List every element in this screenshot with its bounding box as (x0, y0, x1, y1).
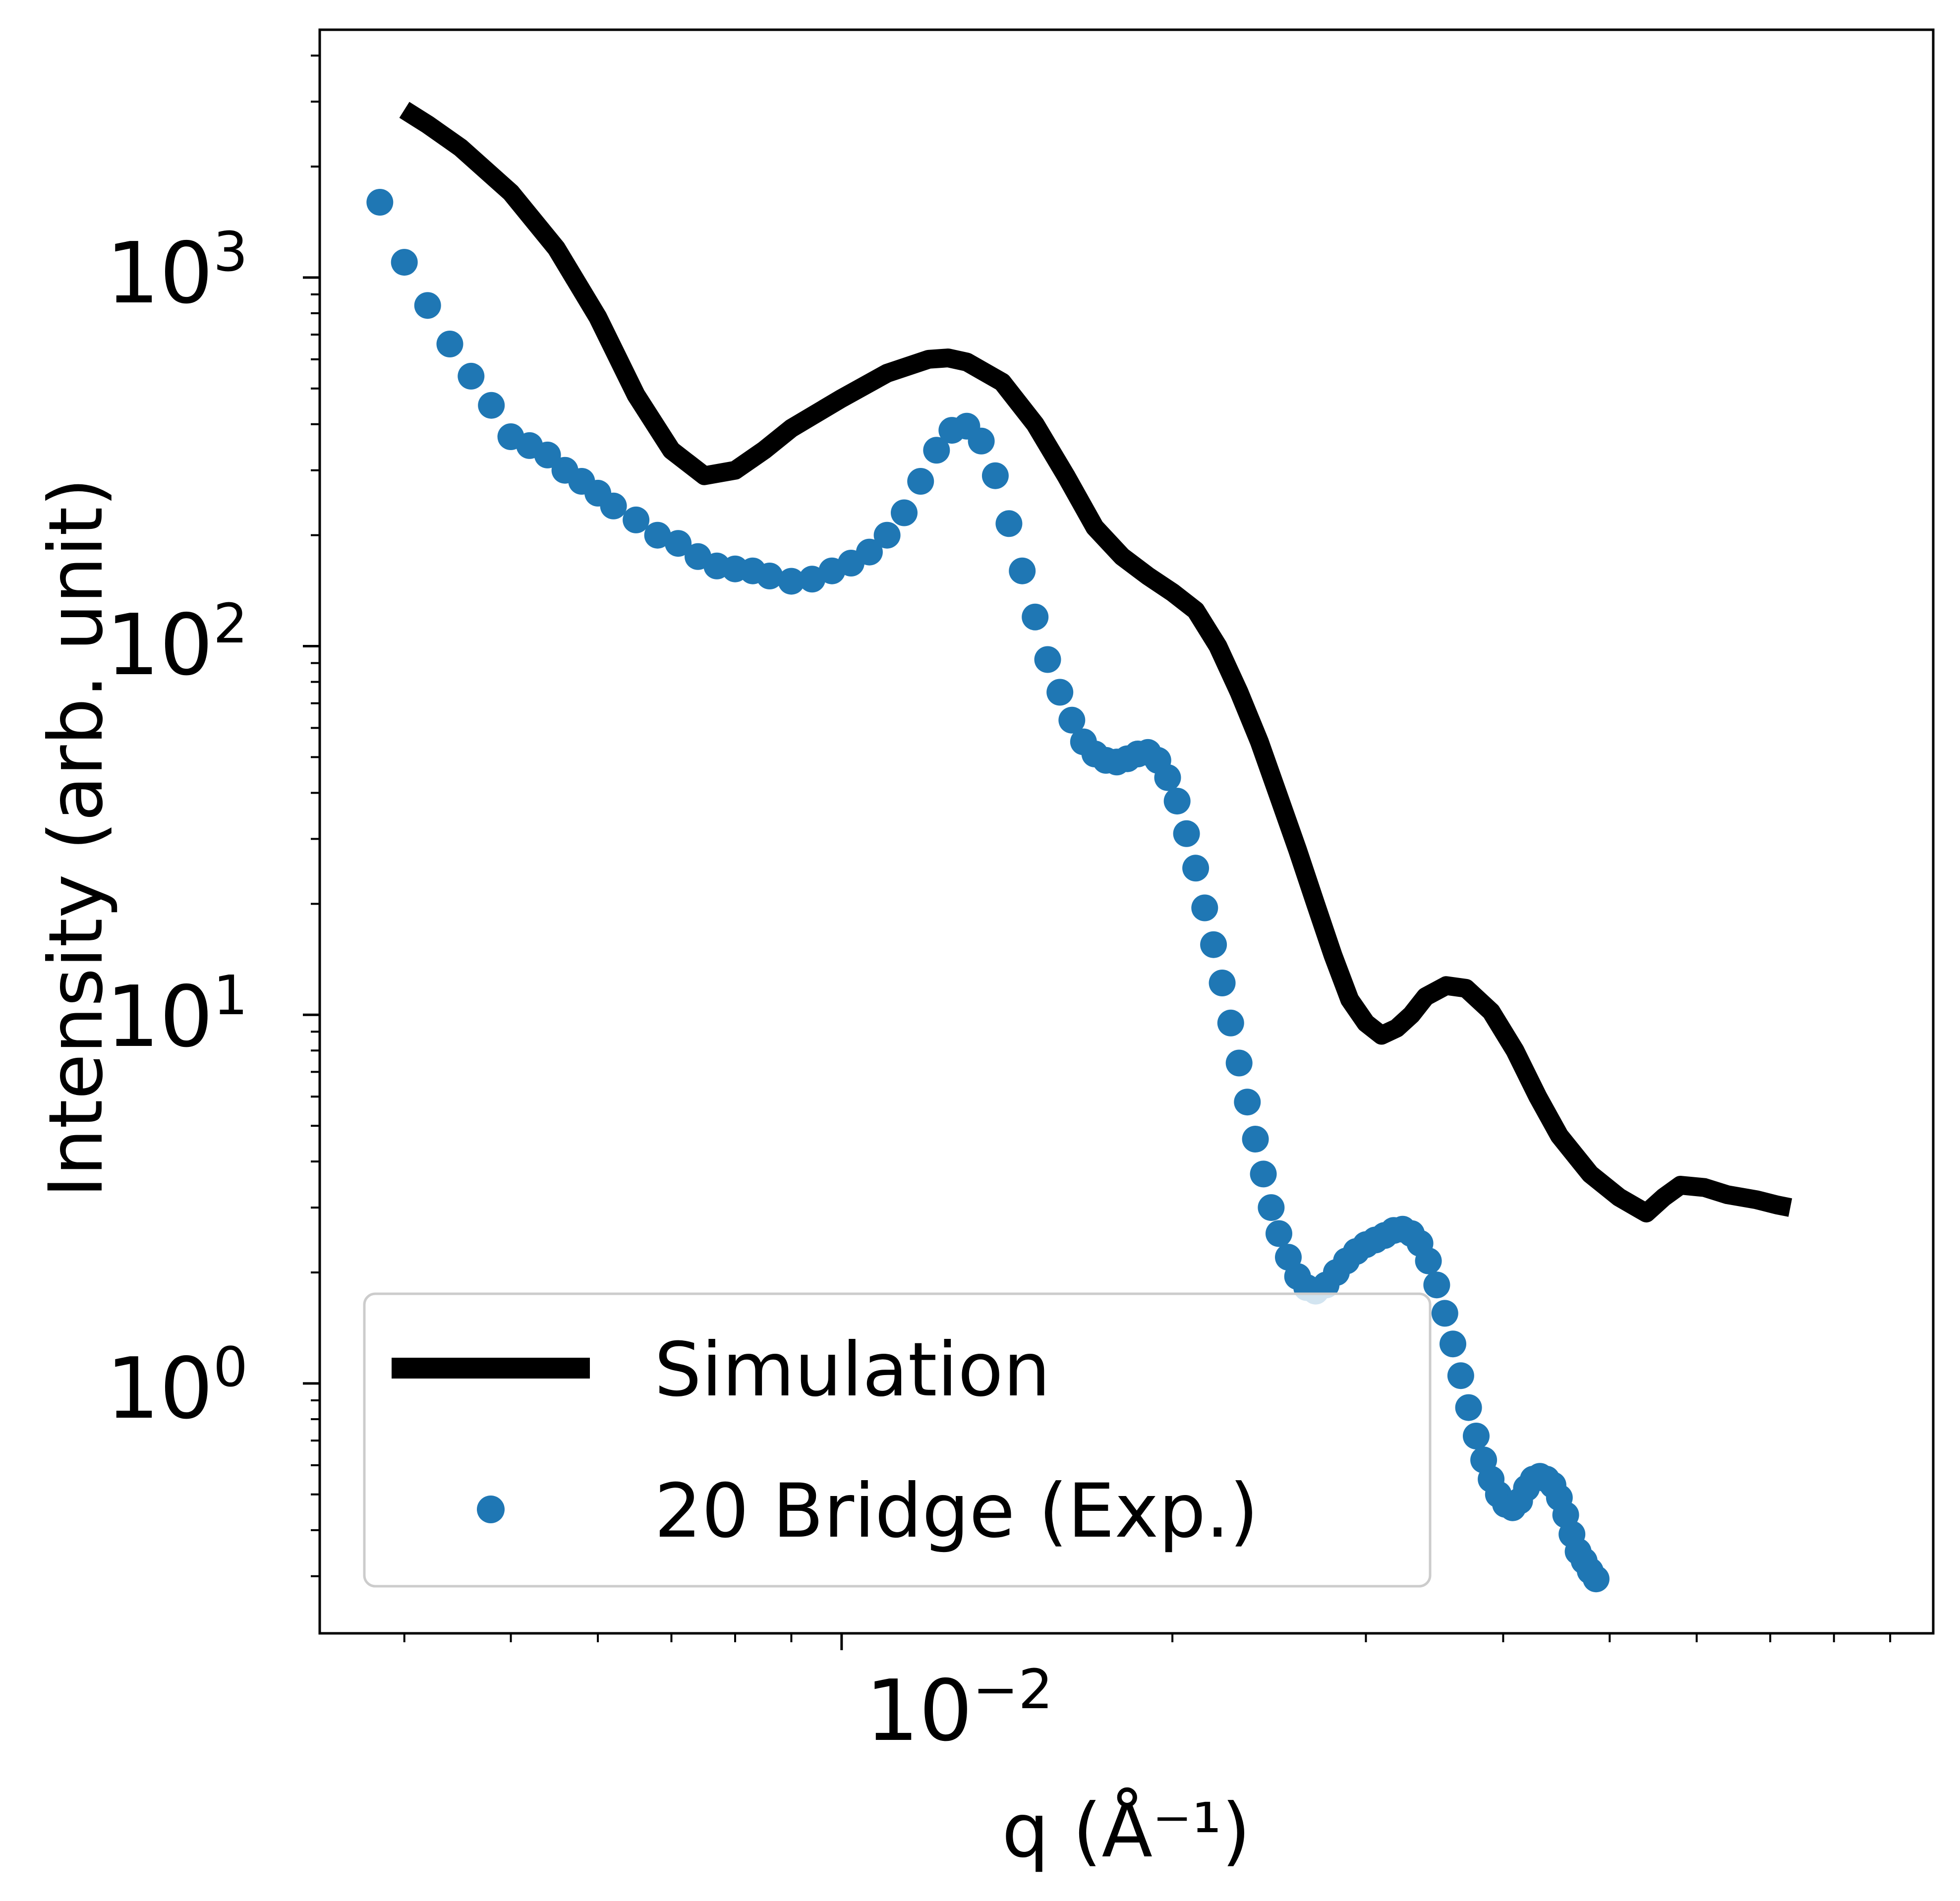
y-tick-label-1e2: 102 (106, 592, 248, 694)
experiment-point (644, 521, 671, 549)
experiment-point (995, 510, 1023, 537)
legend-frame (363, 1292, 1432, 1588)
experiment-point (891, 499, 918, 526)
experiment-point (1582, 1565, 1610, 1593)
experiment-point (391, 249, 418, 276)
experiment-point (534, 441, 561, 468)
experiment-point (1423, 1271, 1450, 1299)
experiment-point (1173, 820, 1200, 847)
y-tick-label-1e0: 100 (106, 1335, 248, 1438)
experiment-point (1431, 1300, 1458, 1327)
experiment-point (923, 437, 950, 464)
experiment-point (1046, 679, 1074, 706)
series-experiment (366, 189, 1610, 1593)
experiment-point (478, 392, 505, 419)
plot-area-frame (318, 28, 1935, 1635)
experiment-point (968, 427, 995, 455)
experiment-point (1440, 1330, 1466, 1358)
experiment-point (1463, 1423, 1490, 1449)
x-axis-label: q (Å⁻¹) (1002, 1787, 1251, 1874)
experiment-point (778, 568, 805, 595)
simulation-line (399, 102, 1792, 1223)
experiment-point (756, 563, 783, 589)
experiment-point (1225, 1049, 1253, 1077)
y-tick-label-1e1: 101 (106, 964, 248, 1066)
experiment-point (436, 331, 463, 357)
experiment-point (665, 530, 692, 557)
series-simulation (399, 102, 1792, 1223)
experiment-point (1455, 1394, 1482, 1421)
legend-simulation-label: Simulation (654, 1327, 1050, 1413)
experiment-point (1058, 706, 1086, 734)
experiment-point (366, 189, 394, 216)
experiment-point (1415, 1247, 1442, 1274)
experiment-point (856, 538, 883, 566)
experiment-point (600, 492, 627, 519)
experiment-point (873, 521, 901, 549)
experiment-point (1209, 970, 1236, 996)
legend: Simulation 20 Bridge (Exp.) (363, 1292, 1432, 1588)
experiment-point (1022, 603, 1049, 631)
x-tick-label-1e-2: 10−2 (865, 1658, 1053, 1760)
experiment-point (1234, 1089, 1261, 1116)
experiment-point (1191, 894, 1218, 922)
experiment-point (1217, 1009, 1244, 1037)
experiment-point (1200, 931, 1227, 958)
experiment-point (1266, 1220, 1292, 1247)
experiment-point (981, 462, 1009, 489)
experiment-point (1258, 1194, 1285, 1221)
experiment-point (1154, 764, 1181, 791)
experiment-point (623, 506, 650, 533)
experiment-point (1009, 557, 1036, 584)
y-tick-label-1e3: 103 (106, 220, 248, 323)
legend-experiment-swatch (477, 1496, 505, 1523)
experiment-point (1242, 1126, 1269, 1152)
experiment-point (1034, 646, 1061, 673)
experiment-point (1163, 788, 1191, 815)
experiment-point (907, 468, 934, 495)
legend-experiment-label: 20 Bridge (Exp.) (654, 1468, 1259, 1555)
experiment-point (1182, 855, 1210, 882)
experiment-point (1447, 1362, 1474, 1389)
tick-marks (303, 55, 1892, 1650)
y-axis-label: Intensity (arb. unit) (33, 478, 119, 1198)
experiment-point (414, 292, 441, 319)
experiment-point (458, 362, 485, 390)
experiment-point (1250, 1160, 1277, 1188)
